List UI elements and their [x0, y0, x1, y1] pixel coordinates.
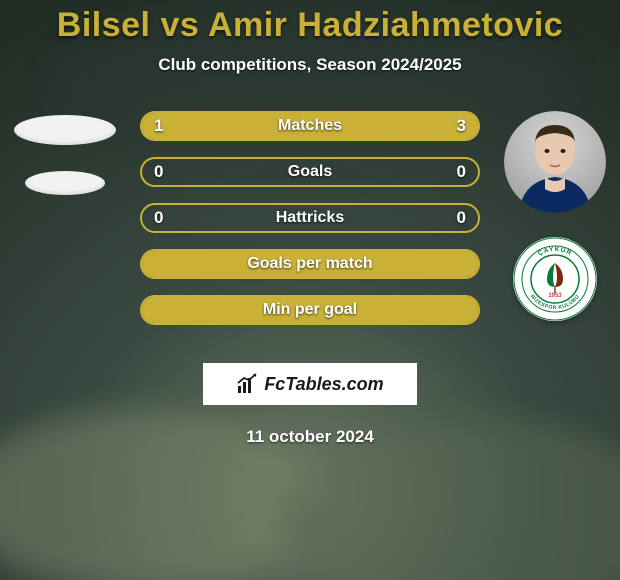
- bar-label: Min per goal: [263, 301, 357, 319]
- stat-bar-hattricks: 0 0 Hattricks: [140, 203, 480, 233]
- bar-fill-right: [226, 113, 478, 139]
- player-right-slot: ÇAYKUR RİZESPOR KULÜBÜ 1953: [500, 111, 610, 331]
- watermark: FcTables.com: [203, 363, 417, 405]
- bar-label: Matches: [278, 117, 342, 135]
- date: 11 october 2024: [0, 427, 620, 447]
- stat-bars: 1 3 Matches 0 0 Goals 0 0 Hattricks Goals per mat…: [140, 111, 480, 341]
- stat-bar-matches: 1 3 Matches: [140, 111, 480, 141]
- watermark-text: FcTables.com: [264, 374, 383, 395]
- bar-label: Hattricks: [276, 209, 344, 227]
- svg-text:1953: 1953: [548, 293, 562, 299]
- bar-left-value: 0: [154, 162, 163, 182]
- player-left-photo-placeholder: [14, 115, 116, 145]
- player-right-photo: [504, 111, 606, 213]
- bar-left-value: 1: [154, 116, 163, 136]
- player-right-club-logo: ÇAYKUR RİZESPOR KULÜBÜ 1953: [513, 237, 597, 321]
- bar-right-value: 3: [457, 116, 466, 136]
- player-left-logo-placeholder: [25, 171, 105, 195]
- stat-bar-goals-per-match: Goals per match: [140, 249, 480, 279]
- bar-left-value: 0: [154, 208, 163, 228]
- bar-label: Goals per match: [247, 255, 372, 273]
- bar-label: Goals: [288, 163, 332, 181]
- stat-bar-min-per-goal: Min per goal: [140, 295, 480, 325]
- chart-icon: [236, 373, 258, 395]
- bar-right-value: 0: [457, 162, 466, 182]
- player-left-slot: [10, 111, 120, 331]
- stats-area: ÇAYKUR RİZESPOR KULÜBÜ 1953 1 3 Matches 0 0 G…: [0, 111, 620, 351]
- stat-bar-goals: 0 0 Goals: [140, 157, 480, 187]
- page-title: Bilsel vs Amir Hadziahmetovic: [0, 0, 620, 45]
- subtitle: Club competitions, Season 2024/2025: [0, 55, 620, 75]
- bar-right-value: 0: [457, 208, 466, 228]
